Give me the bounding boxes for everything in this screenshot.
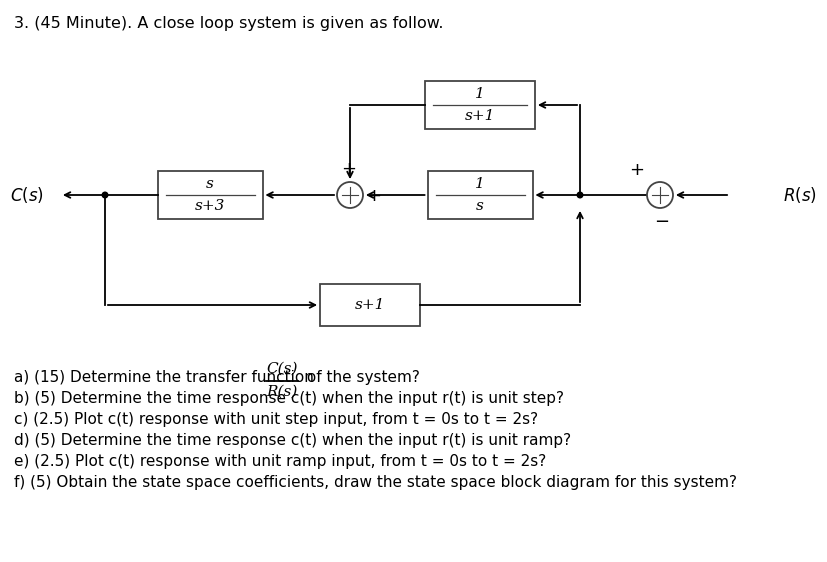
Circle shape	[102, 192, 108, 198]
Text: a) (15) Determine the transfer function: a) (15) Determine the transfer function	[14, 370, 323, 385]
Circle shape	[576, 192, 584, 198]
Text: +: +	[366, 187, 381, 205]
Text: +: +	[342, 160, 356, 178]
Text: R(s): R(s)	[266, 385, 298, 399]
Text: e) (2.5) Plot c(t) response with unit ramp input, from t = 0s to t = 2s?: e) (2.5) Plot c(t) response with unit ra…	[14, 454, 547, 469]
Text: b) (5) Determine the time response c(t) when the input r(t) is unit step?: b) (5) Determine the time response c(t) …	[14, 391, 564, 406]
Text: f) (5) Obtain the state space coefficients, draw the state space block diagram f: f) (5) Obtain the state space coefficien…	[14, 475, 737, 490]
Text: 1: 1	[476, 177, 485, 191]
Text: s+1: s+1	[355, 298, 385, 312]
Circle shape	[337, 182, 363, 208]
Bar	[428, 171, 533, 219]
Text: s+1: s+1	[465, 109, 495, 123]
Text: s+3: s+3	[195, 199, 225, 213]
Text: C(s): C(s)	[266, 362, 298, 376]
Text: 1: 1	[476, 87, 485, 101]
Text: 3. (45 Minute). A close loop system is given as follow.: 3. (45 Minute). A close loop system is g…	[14, 16, 443, 31]
Text: s: s	[206, 177, 214, 191]
Text: d) (5) Determine the time response c(t) when the input r(t) is unit ramp?: d) (5) Determine the time response c(t) …	[14, 433, 571, 448]
Text: +: +	[629, 161, 644, 179]
Bar	[425, 81, 535, 129]
Text: s: s	[476, 199, 484, 213]
Text: $C(s)$: $C(s)$	[10, 185, 44, 205]
Text: $R(s)$: $R(s)$	[783, 185, 817, 205]
Circle shape	[647, 182, 673, 208]
Bar	[320, 284, 420, 326]
Text: c) (2.5) Plot c(t) response with unit step input, from t = 0s to t = 2s?: c) (2.5) Plot c(t) response with unit st…	[14, 412, 538, 427]
Text: of the system?: of the system?	[302, 370, 420, 385]
Text: −: −	[654, 213, 670, 231]
Bar	[157, 171, 262, 219]
